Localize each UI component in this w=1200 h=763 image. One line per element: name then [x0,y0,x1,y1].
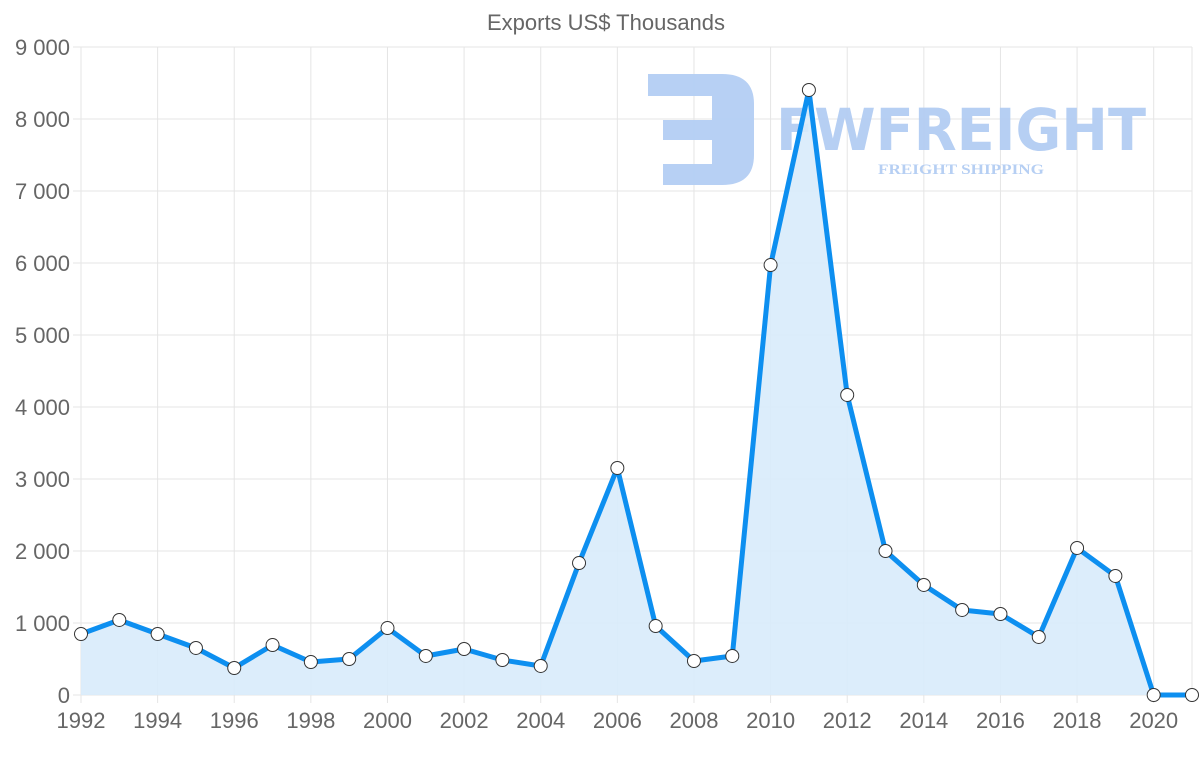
data-point-2018[interactable] [1070,540,1085,555]
data-point-2020[interactable] [1146,688,1161,702]
data-point-2003[interactable] [495,653,510,668]
data-point-1994[interactable] [150,627,165,642]
x-tick-label: 1998 [286,708,335,733]
x-tick-label: 1996 [210,708,259,733]
data-point-1992[interactable] [74,627,88,642]
x-tick-label: 2000 [363,708,412,733]
y-tick-label: 3 000 [15,467,70,492]
x-tick-label: 2020 [1129,708,1178,733]
data-point-2010[interactable] [763,258,778,273]
x-tick-label: 2002 [440,708,489,733]
chart-title: Exports US$ Thousands [487,10,725,35]
data-point-2015[interactable] [955,602,970,617]
y-tick-label: 2 000 [15,539,70,564]
data-point-2007[interactable] [648,619,663,634]
x-tick-label: 2010 [746,708,795,733]
data-point-1995[interactable] [188,640,203,655]
y-axis: 0 1 000 2 000 3 000 4 000 5 000 6 000 7 000 8 00… [15,35,70,708]
series-area-fill [81,90,1192,695]
data-point-2001[interactable] [418,648,433,663]
watermark-logo: FWFREIGHT FREIGHT SHIPPING [648,74,1146,185]
data-point-2021[interactable] [1185,688,1199,702]
data-point-2012[interactable] [840,387,855,402]
data-point-2006[interactable] [610,460,625,475]
x-tick-label: 2014 [899,708,948,733]
data-point-1998[interactable] [303,655,318,670]
x-tick-label: 2018 [1053,708,1102,733]
data-point-1999[interactable] [342,652,357,666]
y-tick-label: 6 000 [15,251,70,276]
x-tick-label: 2008 [669,708,718,733]
y-tick-label: 7 000 [15,179,70,204]
y-tick-label: 8 000 [15,107,70,132]
data-point-2019[interactable] [1108,568,1123,583]
x-tick-label: 2012 [823,708,872,733]
data-point-1996[interactable] [227,661,242,675]
data-point-2011[interactable] [801,82,816,97]
series-line [80,87,1192,698]
data-point-2005[interactable] [572,556,587,571]
data-point-2009[interactable] [725,648,740,663]
y-tick-label: 4 000 [15,395,70,420]
data-point-2000[interactable] [380,621,395,636]
data-point-1993[interactable] [112,612,127,627]
y-tick-label: 9 000 [15,35,70,60]
data-point-2002[interactable] [457,641,472,656]
x-tick-label: 2004 [516,708,565,733]
data-point-1997[interactable] [265,638,280,653]
y-tick-label: 0 [58,683,70,708]
y-tick-label: 1 000 [15,611,70,636]
y-tick-label: 5 000 [15,323,70,348]
watermark-logo-icon [648,74,754,185]
data-point-2014[interactable] [916,577,931,592]
data-point-2013[interactable] [878,544,893,558]
x-tick-label: 1992 [57,708,106,733]
data-point-2008[interactable] [686,654,701,669]
data-point-2017[interactable] [1031,629,1046,644]
data-point-2004[interactable] [533,658,548,673]
x-tick-label: 2016 [976,708,1025,733]
series [74,82,1199,702]
x-axis: 1992 1994 1996 1998 2000 2002 2004 2006 2008 2010… [57,708,1179,733]
x-tick-label: 1994 [133,708,182,733]
data-point-2016[interactable] [993,607,1008,621]
x-tick-label: 2006 [593,708,642,733]
watermark-brand: FWFREIGHT [776,96,1146,164]
watermark-tagline: FREIGHT SHIPPING [878,162,1044,178]
